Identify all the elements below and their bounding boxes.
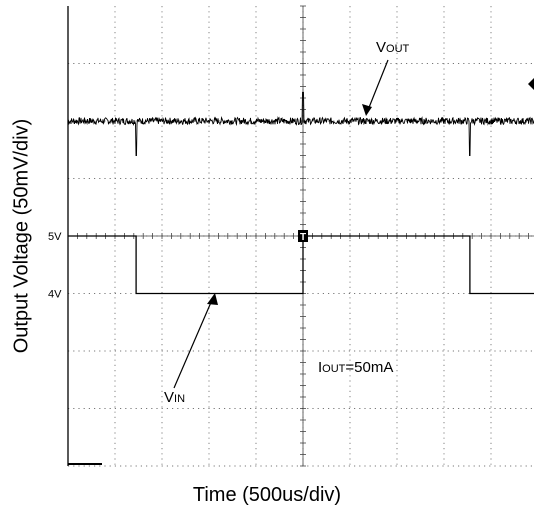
vin-label: VIN	[164, 389, 185, 406]
vout-trace	[67, 91, 534, 156]
vin-level-label: 4V	[48, 289, 62, 301]
iout-annotation: IOUT=50mA	[318, 359, 393, 376]
vin-trace	[68, 235, 534, 295]
annotations: 5V 4V T VOUT VIN IOUT=50mA	[48, 39, 534, 406]
vout-label: VOUT	[376, 39, 410, 56]
vin-arrow-head	[207, 293, 218, 305]
traces	[67, 91, 534, 295]
vin-level-label: 5V	[48, 231, 62, 243]
vout-arrow-head	[362, 104, 372, 116]
y-axis-label: Output Voltage (50mV/div)	[10, 118, 33, 354]
channel-marker-icon	[528, 78, 534, 90]
vout-arrow-line	[367, 59, 389, 111]
trigger-marker-label: T	[300, 232, 306, 243]
vin-arrow-line	[173, 299, 213, 389]
x-axis-label: Time (500us/div)	[192, 484, 342, 506]
trigger-marker	[298, 230, 308, 242]
